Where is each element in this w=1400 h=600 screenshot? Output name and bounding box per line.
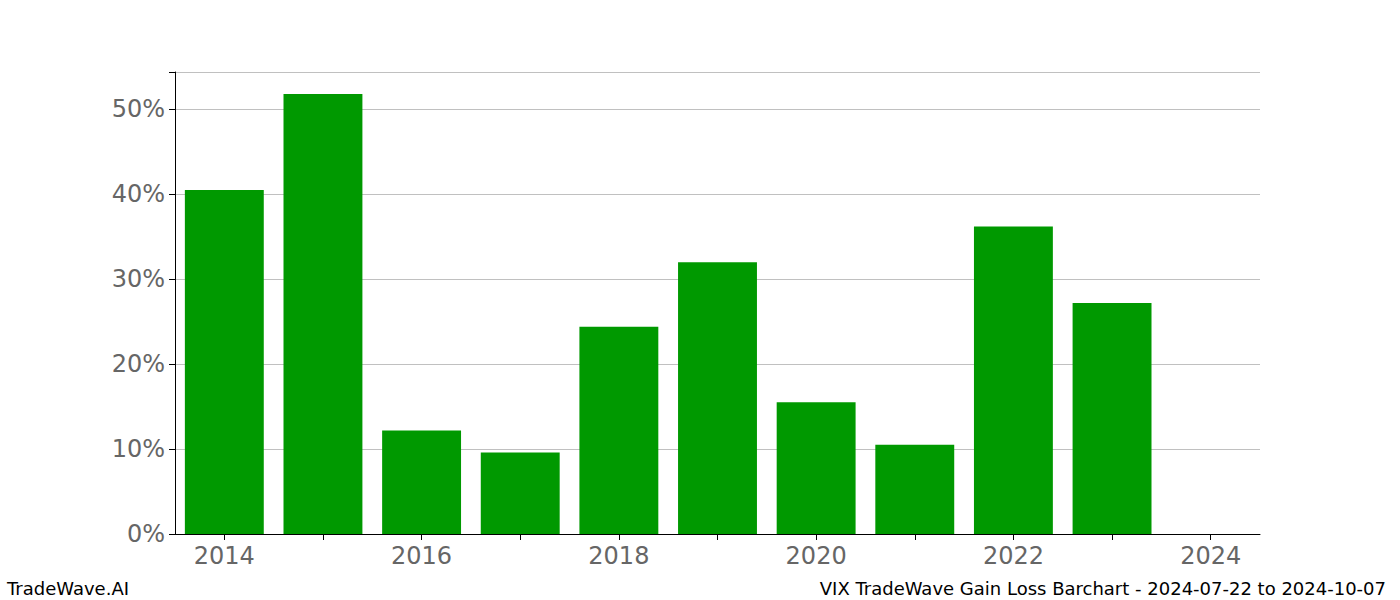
svg-text:2014: 2014: [194, 542, 255, 570]
svg-text:10%: 10%: [112, 435, 165, 463]
svg-text:2018: 2018: [588, 542, 649, 570]
svg-text:2024: 2024: [1180, 542, 1241, 570]
svg-text:50%: 50%: [112, 95, 165, 123]
svg-text:30%: 30%: [112, 265, 165, 293]
svg-text:20%: 20%: [112, 350, 165, 378]
svg-text:TradeWave.AI: TradeWave.AI: [6, 578, 129, 599]
svg-text:0%: 0%: [127, 520, 165, 548]
svg-text:VIX TradeWave Gain Loss Barcha: VIX TradeWave Gain Loss Barchart - 2024-…: [820, 578, 1386, 599]
svg-text:2016: 2016: [391, 542, 452, 570]
svg-text:2020: 2020: [786, 542, 847, 570]
svg-text:40%: 40%: [112, 180, 165, 208]
svg-text:2022: 2022: [983, 542, 1044, 570]
